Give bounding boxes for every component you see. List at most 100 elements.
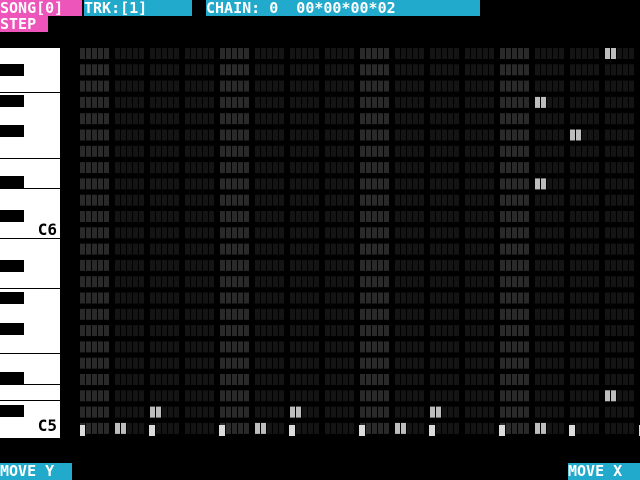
grid-cell[interactable] — [290, 341, 295, 353]
grid-cell[interactable] — [454, 341, 459, 353]
grid-cell[interactable] — [238, 80, 243, 92]
grid-cell[interactable] — [127, 211, 132, 222]
grid-cell[interactable] — [80, 374, 85, 385]
grid-cell[interactable] — [80, 80, 85, 92]
grid-cell[interactable] — [115, 390, 120, 402]
grid-cell[interactable] — [471, 325, 476, 337]
grid-cell[interactable] — [413, 113, 418, 125]
grid-cell[interactable] — [80, 129, 85, 141]
grid-cell[interactable] — [524, 194, 529, 206]
grid-cell[interactable] — [98, 341, 103, 353]
grid-cell[interactable] — [419, 211, 424, 222]
grid-cell[interactable] — [104, 292, 109, 304]
grid-cell[interactable] — [378, 227, 383, 239]
grid-cell[interactable] — [267, 162, 272, 174]
grid-cell[interactable] — [605, 374, 610, 385]
grid-cell[interactable] — [115, 243, 120, 255]
grid-cell[interactable] — [197, 308, 202, 320]
grid-cell[interactable] — [594, 308, 599, 320]
grid-cell[interactable] — [273, 96, 278, 108]
grid-cell[interactable] — [471, 64, 476, 76]
grid-cell[interactable] — [150, 80, 155, 92]
grid-cell[interactable] — [413, 96, 418, 108]
grid-cell[interactable] — [197, 64, 202, 76]
grid-cell[interactable] — [220, 276, 225, 288]
grid-cell[interactable] — [629, 341, 634, 353]
grid-cell[interactable] — [314, 129, 319, 141]
grid-cell[interactable] — [185, 292, 190, 304]
grid-cell[interactable] — [133, 96, 138, 108]
grid-cell[interactable] — [133, 341, 138, 353]
grid-cell[interactable] — [226, 374, 231, 385]
grid-cell[interactable] — [629, 96, 634, 108]
grid-cell[interactable] — [174, 422, 179, 434]
grid-cell[interactable] — [349, 178, 354, 190]
grid-cell[interactable] — [273, 357, 278, 369]
grid-cell[interactable] — [500, 406, 505, 418]
grid-cell[interactable] — [448, 145, 453, 157]
grid-cell[interactable] — [331, 308, 336, 320]
grid-cell[interactable] — [127, 243, 132, 255]
grid-cell[interactable] — [203, 243, 208, 255]
grid-cell[interactable] — [524, 162, 529, 174]
grid-cell[interactable] — [308, 422, 313, 434]
grid-cell[interactable] — [617, 341, 622, 353]
grid-cell[interactable] — [500, 145, 505, 157]
grid-cell[interactable] — [617, 178, 622, 190]
grid-cell[interactable] — [133, 145, 138, 157]
grid-cell[interactable] — [86, 145, 91, 157]
grid-cell[interactable] — [98, 259, 103, 271]
grid-cell[interactable] — [611, 276, 616, 288]
grid-cell[interactable] — [617, 194, 622, 206]
grid-cell[interactable] — [226, 308, 231, 320]
grid-cell[interactable] — [220, 96, 225, 108]
grid-cell[interactable] — [162, 308, 167, 320]
grid-cell[interactable] — [588, 357, 593, 369]
grid-cell[interactable] — [127, 194, 132, 206]
grid-cell[interactable] — [611, 80, 616, 92]
grid-cell[interactable] — [524, 374, 529, 385]
grid-cell[interactable] — [168, 374, 173, 385]
grid-cell[interactable] — [203, 64, 208, 76]
black-key[interactable] — [0, 372, 24, 384]
grid-cell[interactable] — [605, 64, 610, 76]
grid-cell[interactable] — [360, 178, 365, 190]
grid-cell[interactable] — [372, 48, 377, 59]
grid-cell[interactable] — [588, 374, 593, 385]
grid-cell[interactable] — [337, 211, 342, 222]
grid-cell[interactable] — [168, 341, 173, 353]
grid-cell[interactable] — [209, 211, 214, 222]
grid-cell[interactable] — [197, 178, 202, 190]
grid-cell[interactable] — [395, 292, 400, 304]
grid-cell[interactable] — [185, 178, 190, 190]
grid-cell[interactable] — [226, 325, 231, 337]
grid-cell[interactable] — [115, 64, 120, 76]
grid-cell[interactable] — [139, 194, 144, 206]
grid-cell[interactable] — [98, 178, 103, 190]
grid-cell[interactable] — [104, 211, 109, 222]
grid-cell[interactable] — [156, 129, 161, 141]
grid-cell[interactable] — [86, 341, 91, 353]
grid-cell[interactable] — [419, 422, 424, 434]
grid-cell[interactable] — [115, 178, 120, 190]
grid-cell[interactable] — [454, 243, 459, 255]
song-indicator[interactable]: SONG[0] — [0, 0, 82, 16]
grid-cell[interactable] — [185, 211, 190, 222]
grid-cell[interactable] — [279, 194, 284, 206]
grid-cell[interactable] — [331, 194, 336, 206]
grid-cell[interactable] — [436, 48, 441, 59]
grid-cell[interactable] — [384, 292, 389, 304]
grid-cell[interactable] — [325, 211, 330, 222]
grid-cell[interactable] — [325, 390, 330, 402]
grid-cell[interactable] — [80, 113, 85, 125]
grid-cell[interactable] — [302, 259, 307, 271]
grid-cell[interactable] — [366, 374, 371, 385]
grid-cell[interactable] — [267, 390, 272, 402]
grid-cell[interactable] — [302, 129, 307, 141]
grid-cell[interactable] — [244, 96, 249, 108]
grid-cell[interactable] — [500, 390, 505, 402]
grid-cell[interactable] — [331, 422, 336, 434]
grid-cell[interactable] — [296, 113, 301, 125]
grid-cell[interactable] — [115, 308, 120, 320]
note-cell-on[interactable] — [430, 406, 435, 418]
